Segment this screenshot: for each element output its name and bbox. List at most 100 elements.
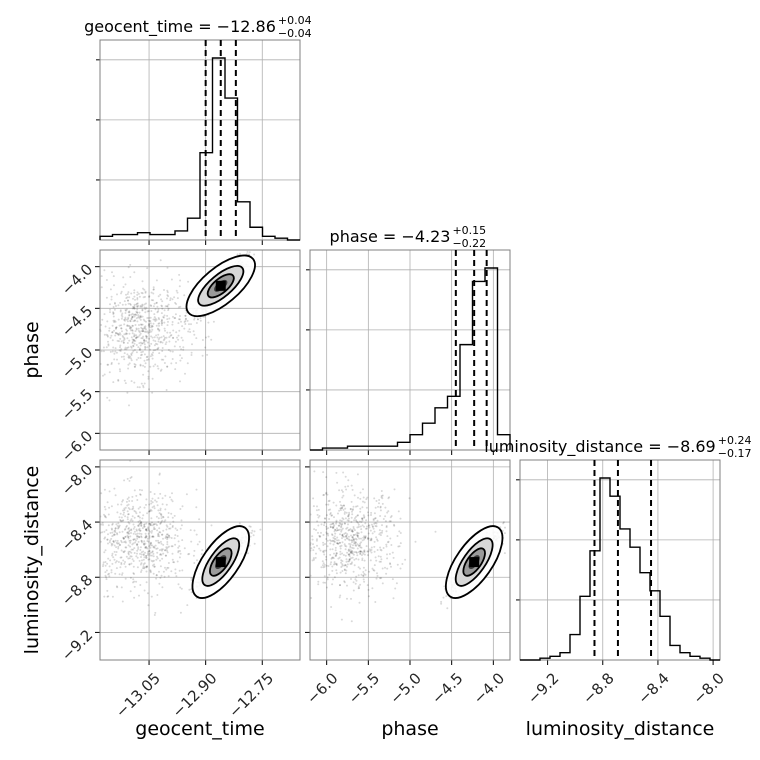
sample-point [107,344,110,347]
sample-point [440,600,443,603]
sample-point [126,342,129,344]
sample-point [170,362,173,365]
sample-point [123,511,125,514]
sample-point [114,320,117,323]
sample-point [129,263,132,266]
sample-point [347,553,350,556]
sample-point [165,341,168,344]
sample-point [115,546,118,549]
sample-point [362,514,365,517]
sample-point [147,510,150,513]
sample-point [127,513,130,516]
sample-point [120,503,123,506]
sample-point [152,286,155,289]
sample-point [401,563,404,565]
tick-label-x-phase: −4.0 [470,669,508,707]
contour-line-2 [209,547,233,577]
sample-point [356,534,359,537]
sample-point [150,335,153,338]
sample-point [102,561,105,564]
sample-point [247,552,249,555]
sample-point [199,319,202,322]
sample-point [151,357,154,360]
sample-point [149,551,152,554]
sample-point [179,611,182,614]
sample-point [177,583,180,586]
sample-point [139,304,142,307]
sample-point [327,509,330,511]
sample-point [153,614,156,616]
sample-point [338,596,341,599]
sample-point [127,367,130,370]
sample-point [167,295,170,298]
sample-point [153,526,156,529]
sample-point [165,546,168,549]
sample-point [121,312,124,315]
sample-point [171,524,174,527]
sample-point [397,545,400,548]
sample-point [155,515,158,518]
sample-point [152,292,155,295]
sample-point [135,543,138,546]
sample-point [132,305,134,308]
panel-hist-geocent_time [99,39,301,241]
sample-point [141,327,144,330]
sample-point [347,523,349,526]
sample-point [152,351,154,354]
sample-point [345,488,348,491]
sample-point [139,363,142,366]
sample-point [123,358,126,361]
sample-point [107,573,110,576]
sample-point [380,490,383,492]
sample-point [320,566,323,569]
sample-point [136,305,139,308]
sample-point [179,345,181,348]
sample-point [119,370,122,373]
sample-point [167,309,170,312]
sample-point [359,510,362,513]
sample-point [353,494,356,497]
sample-point [183,327,186,330]
sample-point [239,252,241,255]
sample-point [165,389,168,391]
sample-point [162,316,165,319]
sample-point [141,489,143,492]
sample-point [378,533,381,536]
sample-point [134,365,136,368]
sample-point [103,530,106,533]
sample-point [121,600,124,603]
sample-point [351,539,354,542]
sample-point [153,344,156,347]
sample-point [139,529,142,532]
sample-point [140,525,143,527]
sample-point [157,333,160,336]
xlabel-luminosity-distance: luminosity_distance [526,718,715,740]
sample-point [139,364,142,367]
sample-point [147,377,150,380]
sample-point [113,533,116,536]
sample-point [141,309,144,312]
sample-point [143,343,146,346]
sample-point [141,567,144,570]
sample-point [385,572,388,575]
sample-point [151,530,153,532]
sample-point [136,552,138,555]
sample-point [119,346,121,349]
sample-point [414,540,417,543]
sample-point [145,535,148,538]
sample-point [160,320,163,323]
sample-point [360,541,363,544]
sample-point [146,317,149,319]
sample-point [128,332,131,335]
sample-point [145,498,148,501]
sample-point [133,349,136,351]
sample-point [133,509,136,512]
xlabel-geocent-time: geocent_time [135,718,264,740]
sample-point [155,558,158,561]
sample-point [133,307,136,310]
sample-point [127,507,130,509]
sample-point [119,301,122,304]
sample-point [173,537,176,540]
sample-point [105,578,108,581]
sample-point [129,355,132,358]
